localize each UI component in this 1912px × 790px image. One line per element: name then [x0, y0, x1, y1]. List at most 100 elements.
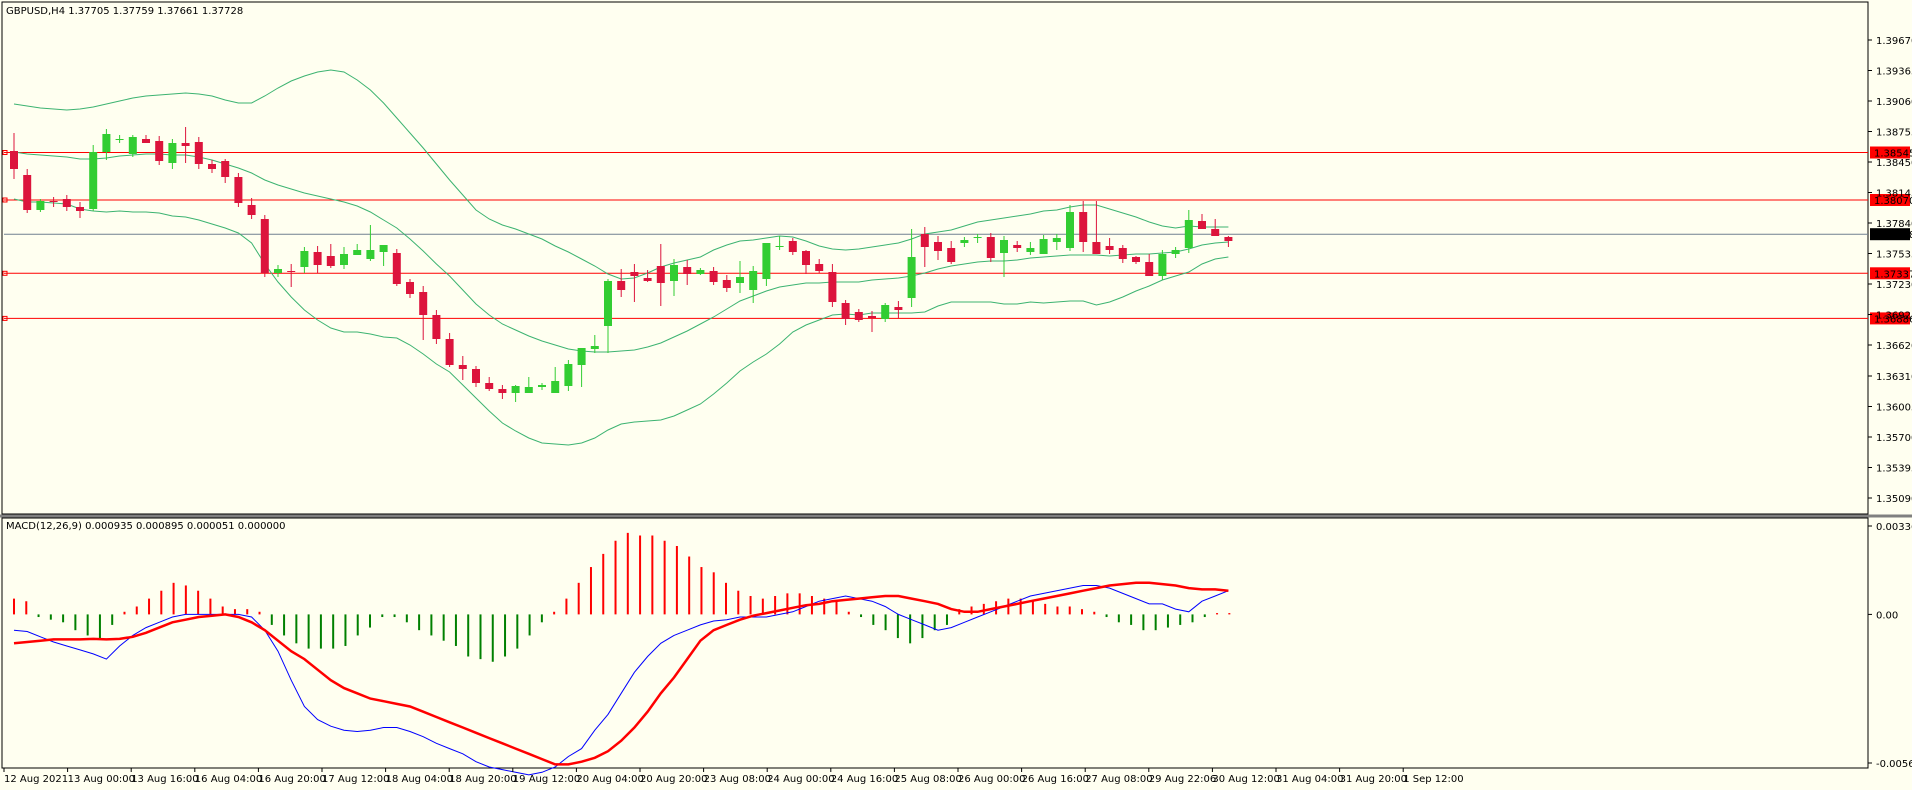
- price-axis: 1.39670 1.39365 1.39060 1.38755 1.38450 1.381…: [1868, 36, 1912, 505]
- horizontal-line-price-label: 1.38070: [1874, 196, 1912, 207]
- bullish-candle-body: [973, 237, 982, 238]
- bearish-candle-body: [49, 201, 58, 202]
- bearish-candle-body: [1118, 248, 1127, 259]
- bearish-candle-body: [868, 316, 876, 318]
- bearish-candle-body: [854, 312, 863, 320]
- bullish-candle-body: [300, 251, 309, 267]
- signal-line: [13, 581, 1229, 766]
- time-tick-label: 17 Aug 12:00: [322, 774, 389, 785]
- bearish-candle-body: [1092, 242, 1101, 254]
- bullish-candle-body: [1052, 238, 1061, 242]
- bearish-candle-body: [181, 143, 190, 146]
- macd-panel[interactable]: [1, 517, 1869, 769]
- bullish-candle-body: [379, 245, 388, 252]
- macd-panel-title: MACD(12,26,9) 0.000935 0.000895 0.000051…: [6, 521, 286, 532]
- bullish-candle-body: [960, 240, 969, 243]
- horizontal-line-price-badge: [1870, 146, 1910, 159]
- price-tick-label: 1.38755: [1876, 128, 1912, 139]
- horizontal-line-price-label: 1.38545: [1874, 149, 1912, 160]
- time-tick-label: 31 Aug 04:00: [1276, 774, 1343, 785]
- bearish-candle-body: [76, 207, 84, 211]
- time-tick-label: 31 Aug 20:00: [1340, 774, 1407, 785]
- bearish-candle-body: [683, 267, 692, 274]
- bearish-candle-body: [630, 272, 639, 276]
- time-tick-label: 13 Aug 16:00: [131, 774, 198, 785]
- bullish-candle-body: [115, 139, 124, 140]
- bearish-candle-body: [23, 175, 32, 210]
- macd-tick-label: 0.00: [1876, 610, 1898, 621]
- bullish-candle-body: [168, 143, 177, 163]
- horizontal-lines-layer: 1.38545 1.38070 1.37337 1.36886 1.37728: [2, 146, 1912, 325]
- bullish-candle-body: [775, 246, 784, 247]
- bearish-candle-body: [828, 272, 837, 302]
- horizontal-line-price-badge: [1870, 312, 1910, 325]
- bearish-candle-body: [841, 303, 850, 319]
- bearish-candle-body: [788, 241, 797, 252]
- price-tick-label: 1.37840: [1876, 219, 1912, 230]
- price-tick-label: 1.39365: [1876, 67, 1912, 78]
- bullish-candle-body: [881, 305, 890, 319]
- bullish-candle-body: [551, 381, 560, 393]
- horizontal-line-anchor: [2, 197, 8, 203]
- time-tick-label: 18 Aug 20:00: [449, 774, 516, 785]
- bullish-candle-body: [762, 243, 771, 279]
- price-tick-label: 1.36005: [1876, 403, 1912, 414]
- time-tick-label: 25 Aug 08:00: [894, 774, 961, 785]
- price-tick-label: 1.36620: [1876, 341, 1912, 352]
- time-tick-label: 12 Aug 2021: [4, 774, 68, 785]
- bearish-candle-body: [934, 242, 942, 251]
- current-price-label: 1.37728: [1874, 230, 1912, 241]
- bearish-candle-body: [62, 199, 71, 207]
- bearish-candle-body: [472, 369, 480, 383]
- time-tick-label: 26 Aug 16:00: [1022, 774, 1089, 785]
- bearish-candle-body: [406, 282, 414, 294]
- time-tick-label: 20 Aug 20:00: [640, 774, 707, 785]
- bearish-candle-body: [485, 383, 494, 389]
- bearish-candle-body: [142, 139, 150, 143]
- bearish-candle-body: [656, 266, 665, 283]
- candles-layer: [10, 127, 1233, 402]
- bullish-candle-body: [538, 385, 546, 387]
- bearish-candle-body: [458, 365, 467, 369]
- bullish-candle-body: [1184, 220, 1193, 248]
- horizontal-line-anchor: [2, 270, 8, 276]
- bullish-candle-body: [1171, 250, 1180, 254]
- bearish-candle-body: [313, 252, 322, 265]
- bearish-candle-body: [208, 164, 216, 169]
- bearish-candle-body: [643, 278, 652, 281]
- price-tick-label: 1.39060: [1876, 97, 1912, 108]
- bullish-candle-body: [102, 134, 111, 152]
- price-tick-label: 1.38450: [1876, 158, 1912, 169]
- bullish-candle-body: [604, 281, 612, 326]
- bullish-candle-body: [1039, 239, 1048, 254]
- time-tick-label: 16 Aug 20:00: [258, 774, 325, 785]
- price-tick-label: 1.36925: [1876, 311, 1912, 322]
- bearish-candle-body: [1211, 229, 1220, 236]
- macd-tick-label: -0.005648: [1876, 759, 1912, 770]
- bullish-candle-body: [1066, 212, 1074, 248]
- bullish-candle-body: [36, 201, 45, 210]
- bearish-candle-body: [1013, 245, 1022, 248]
- bearish-candle-body: [392, 253, 401, 284]
- horizontal-line-anchor: [2, 150, 8, 155]
- time-tick-label: 24 Aug 00:00: [767, 774, 834, 785]
- bearish-candle-body: [709, 271, 718, 282]
- horizontal-line-price-badge: [1870, 267, 1910, 280]
- price-panel-title: GBPUSD,H4 1.37705 1.37759 1.37661 1.3772…: [6, 6, 243, 17]
- bearish-candle-body: [1105, 246, 1114, 250]
- bearish-candle-body: [221, 161, 230, 177]
- price-panel[interactable]: [1, 1, 1869, 515]
- bearish-candle-body: [247, 205, 256, 215]
- bullish-candle-body: [1000, 240, 1008, 253]
- bearish-candle-body: [722, 280, 731, 288]
- bearish-candle-body: [1224, 237, 1233, 241]
- bearish-candle-body: [947, 248, 956, 262]
- bearish-candle-body: [260, 219, 269, 273]
- bearish-candle-body: [419, 292, 428, 315]
- time-tick-label: 27 Aug 08:00: [1085, 774, 1152, 785]
- bullish-candle-body: [696, 270, 705, 274]
- bullish-candle-body: [907, 257, 916, 298]
- bearish-candle-body: [326, 256, 335, 266]
